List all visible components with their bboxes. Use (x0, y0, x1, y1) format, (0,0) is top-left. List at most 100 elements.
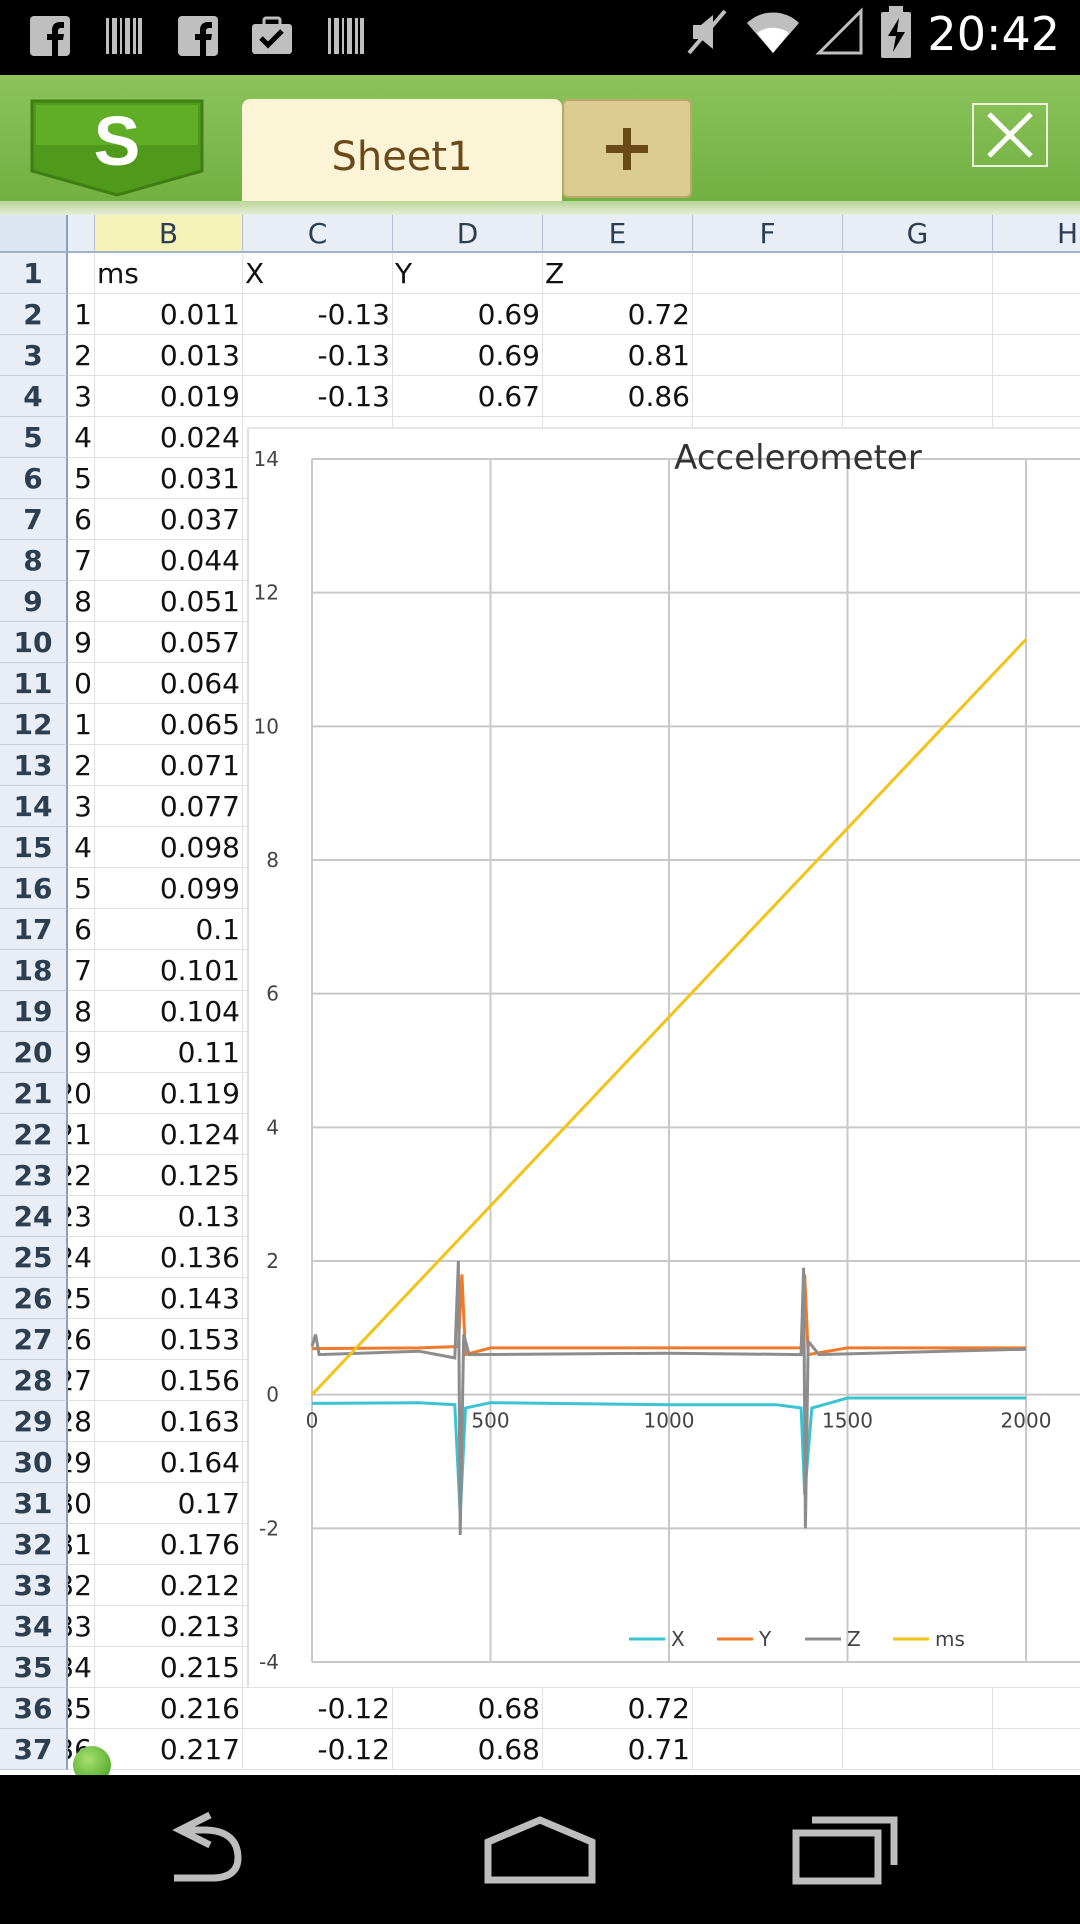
cell-b[interactable]: 0.099 (95, 868, 243, 909)
cell-d[interactable]: 0.67 (393, 376, 543, 417)
row-header[interactable]: 12 (0, 704, 68, 745)
row-header[interactable]: 27 (0, 1319, 68, 1360)
cell-a[interactable]: 31 (68, 1524, 95, 1565)
cell-d[interactable]: 0.68 (393, 1729, 543, 1770)
cell-a[interactable]: 26 (68, 1319, 95, 1360)
row-header[interactable]: 25 (0, 1237, 68, 1278)
cell-b[interactable]: 0.065 (95, 704, 243, 745)
column-header-h[interactable]: H (993, 215, 1080, 253)
cell-a[interactable]: 4 (68, 827, 95, 868)
row-header[interactable]: 1 (0, 253, 68, 294)
row-header[interactable]: 34 (0, 1606, 68, 1647)
row-header[interactable]: 9 (0, 581, 68, 622)
cell-a[interactable]: 33 (68, 1606, 95, 1647)
cell-b[interactable]: 0.119 (95, 1073, 243, 1114)
cell-e[interactable]: 0.72 (543, 1688, 693, 1729)
cell-g[interactable] (843, 1729, 993, 1770)
cell-g[interactable] (843, 376, 993, 417)
cell-b[interactable]: 0.051 (95, 581, 243, 622)
cell-a[interactable]: 20 (68, 1073, 95, 1114)
cell-b[interactable]: 0.044 (95, 540, 243, 581)
cell-a[interactable]: 6 (68, 499, 95, 540)
cell-d[interactable]: 0.69 (393, 294, 543, 335)
column-header-b[interactable]: B (95, 215, 243, 253)
cell-d[interactable]: 0.69 (393, 335, 543, 376)
row-header[interactable]: 7 (0, 499, 68, 540)
cell-g[interactable] (843, 253, 993, 294)
column-header-g[interactable]: G (843, 215, 993, 253)
cell-a[interactable]: 7 (68, 950, 95, 991)
cell-b[interactable]: 0.125 (95, 1155, 243, 1196)
cell-a[interactable]: 35 (68, 1688, 95, 1729)
tab-sheet1[interactable]: Sheet1 (242, 99, 562, 215)
cell-a[interactable]: 28 (68, 1401, 95, 1442)
cell-g[interactable] (843, 1688, 993, 1729)
cell-a[interactable]: 32 (68, 1565, 95, 1606)
cell-a[interactable]: 5 (68, 458, 95, 499)
row-header[interactable]: 14 (0, 786, 68, 827)
cell-a[interactable]: 8 (68, 991, 95, 1032)
cell-b[interactable]: ms (95, 253, 243, 294)
cell-a[interactable]: 9 (68, 1032, 95, 1073)
row-header[interactable]: 11 (0, 663, 68, 704)
column-header-a[interactable] (68, 215, 95, 253)
cell-a[interactable]: 30 (68, 1483, 95, 1524)
row-header[interactable]: 24 (0, 1196, 68, 1237)
cell-a[interactable]: 25 (68, 1278, 95, 1319)
row-header[interactable]: 33 (0, 1565, 68, 1606)
row-header[interactable]: 21 (0, 1073, 68, 1114)
cell-b[interactable]: 0.124 (95, 1114, 243, 1155)
cell-d[interactable]: Y (393, 253, 543, 294)
row-header[interactable]: 19 (0, 991, 68, 1032)
cell-b[interactable]: 0.17 (95, 1483, 243, 1524)
column-header-f[interactable]: F (693, 215, 843, 253)
cell-b[interactable]: 0.013 (95, 335, 243, 376)
cell-c[interactable]: -0.12 (243, 1729, 393, 1770)
row-header[interactable]: 10 (0, 622, 68, 663)
cell-g[interactable] (843, 294, 993, 335)
row-header[interactable]: 8 (0, 540, 68, 581)
home-icon[interactable] (484, 1816, 596, 1884)
row-header[interactable]: 28 (0, 1360, 68, 1401)
cell-a[interactable]: 2 (68, 745, 95, 786)
row-header[interactable]: 4 (0, 376, 68, 417)
cell-c[interactable]: X (243, 253, 393, 294)
recents-icon[interactable] (792, 1816, 898, 1885)
row-header[interactable]: 26 (0, 1278, 68, 1319)
row-header[interactable]: 6 (0, 458, 68, 499)
cell-e[interactable]: 0.86 (543, 376, 693, 417)
cell-h[interactable] (993, 335, 1080, 376)
cell-a[interactable]: 0 (68, 663, 95, 704)
cell-b[interactable]: 0.101 (95, 950, 243, 991)
cell-a[interactable]: 4 (68, 417, 95, 458)
close-button[interactable] (972, 103, 1048, 167)
cell-b[interactable]: 0.1 (95, 909, 243, 950)
cell-b[interactable]: 0.176 (95, 1524, 243, 1565)
cell-b[interactable]: 0.13 (95, 1196, 243, 1237)
row-header[interactable]: 22 (0, 1114, 68, 1155)
row-header[interactable]: 3 (0, 335, 68, 376)
cell-a[interactable]: 24 (68, 1237, 95, 1278)
column-header-e[interactable]: E (543, 215, 693, 253)
cell-h[interactable] (993, 253, 1080, 294)
row-header[interactable]: 5 (0, 417, 68, 458)
column-header-c[interactable]: C (243, 215, 393, 253)
cell-a[interactable]: 7 (68, 540, 95, 581)
cell-b[interactable]: 0.077 (95, 786, 243, 827)
cell-f[interactable] (693, 376, 843, 417)
row-header[interactable]: 16 (0, 868, 68, 909)
row-header[interactable]: 23 (0, 1155, 68, 1196)
cell-a[interactable]: 1 (68, 704, 95, 745)
cell-f[interactable] (693, 1729, 843, 1770)
cell-b[interactable]: 0.104 (95, 991, 243, 1032)
row-header[interactable]: 18 (0, 950, 68, 991)
cell-h[interactable] (993, 294, 1080, 335)
row-header[interactable]: 13 (0, 745, 68, 786)
cell-b[interactable]: 0.217 (95, 1729, 243, 1770)
row-header[interactable]: 37 (0, 1729, 68, 1770)
cell-f[interactable] (693, 294, 843, 335)
cell-f[interactable] (693, 253, 843, 294)
cell-a[interactable]: 3 (68, 376, 95, 417)
row-header[interactable]: 17 (0, 909, 68, 950)
chart-object[interactable]: 14 12 10 8 6 4 2 0 -2 -4 0 500 1000 1500 2000 Acceler… (247, 427, 1080, 1687)
